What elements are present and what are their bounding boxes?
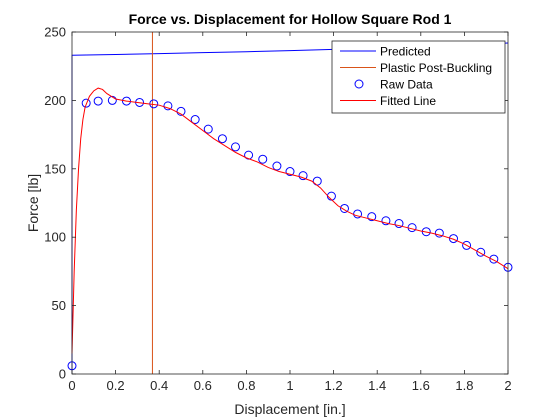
- y-tick-label: 150: [44, 161, 66, 176]
- chart-title: Force vs. Displacement for Hollow Square…: [129, 11, 452, 27]
- y-tick-label: 0: [59, 367, 66, 382]
- raw-data-point: [381, 216, 391, 226]
- legend-label: Fitted Line: [380, 94, 436, 108]
- raw-data-point: [340, 203, 349, 213]
- x-tick-label: 1: [286, 378, 293, 393]
- y-tick-label: 250: [44, 25, 66, 40]
- raw-data-point: [81, 98, 91, 108]
- y-tick-label: 200: [44, 93, 66, 108]
- raw-data-point: [258, 154, 268, 164]
- raw-data-point: [203, 124, 213, 134]
- raw-data-point: [394, 219, 404, 229]
- series-4: [71, 87, 509, 354]
- raw-data-point: [285, 167, 295, 177]
- raw-data-point: [176, 106, 186, 116]
- raw-data-point: [367, 212, 377, 222]
- axes: 0 0.2 0.4 0.6 0.8 1 1.2 1.4 1.6 1.8 2 0 50 100 150 200 2…: [44, 25, 511, 394]
- legend-label: Predicted: [380, 45, 431, 59]
- x-tick-label: 0: [68, 378, 75, 393]
- legend-label: Plastic Post-Buckling: [380, 61, 492, 75]
- x-tick-label: 0.6: [194, 378, 212, 393]
- series-line: [71, 87, 509, 354]
- x-tick-label: 1.4: [368, 378, 386, 393]
- raw-data-point: [449, 234, 458, 244]
- raw-data-point: [93, 96, 103, 106]
- legend-label: Raw Data: [380, 78, 433, 92]
- x-tick-label: 1.6: [412, 378, 430, 393]
- legend: Predicted Plastic Post-Buckling Raw Data Fi…: [331, 40, 506, 114]
- raw-data-point: [298, 171, 308, 181]
- raw-data-point: [434, 228, 444, 238]
- x-tick-label: 2: [504, 378, 511, 393]
- raw-data-point: [231, 142, 240, 152]
- raw-data-point: [190, 115, 200, 125]
- y-tick-label: 100: [44, 230, 66, 245]
- raw-data-point: [272, 161, 282, 171]
- x-tick-label: 0.2: [107, 378, 125, 393]
- y-axis-label: Force [lb]: [25, 174, 41, 232]
- x-tick-label: 0.4: [150, 378, 168, 393]
- x-axis-label: Displacement [in.]: [234, 401, 345, 417]
- legend-marker: [354, 79, 364, 89]
- y-tick-label: 50: [52, 298, 66, 313]
- raw-data-point: [489, 254, 499, 264]
- x-tick-label: 1.2: [325, 378, 343, 393]
- raw-data-point: [217, 134, 227, 144]
- x-tick-label: 0.8: [237, 378, 255, 393]
- x-tick-label: 1.8: [455, 378, 473, 393]
- raw-data-point: [462, 240, 472, 250]
- raw-data-point: [476, 247, 486, 257]
- raw-data-point: [163, 101, 173, 111]
- series-3: [67, 95, 513, 371]
